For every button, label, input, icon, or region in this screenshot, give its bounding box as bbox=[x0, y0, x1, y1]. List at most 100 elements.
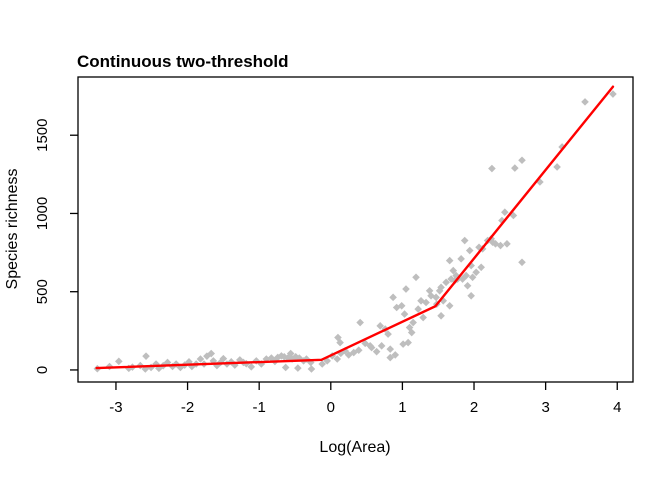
scatter-point bbox=[274, 353, 282, 362]
scatter-point bbox=[501, 208, 509, 217]
scatter-point bbox=[405, 323, 414, 332]
fit-line bbox=[95, 85, 615, 370]
scatter-point bbox=[399, 340, 407, 348]
scatter-point bbox=[391, 351, 400, 359]
scatter-point bbox=[460, 236, 469, 245]
scatter-point bbox=[412, 273, 420, 282]
scatter-point bbox=[354, 346, 363, 355]
scatter-point bbox=[452, 271, 460, 280]
scatter-point bbox=[437, 312, 445, 320]
scatter-point bbox=[457, 255, 465, 263]
scatter-point bbox=[407, 328, 416, 337]
scatter-point bbox=[188, 362, 196, 371]
scatter-point bbox=[286, 349, 295, 358]
scatter-point bbox=[447, 275, 455, 283]
scatter-point bbox=[267, 354, 276, 362]
scatter-point bbox=[400, 310, 409, 318]
scatter-point bbox=[445, 256, 454, 265]
scatter-point bbox=[336, 338, 344, 347]
scatter-point bbox=[196, 355, 205, 363]
scatter-point bbox=[477, 263, 485, 272]
scatter-point bbox=[344, 351, 353, 359]
scatter-point bbox=[503, 240, 511, 248]
scatter-point bbox=[337, 349, 345, 358]
scatter-point bbox=[376, 322, 385, 330]
y-tick-label: 1000 bbox=[34, 197, 51, 230]
y-tick-label: 1500 bbox=[34, 119, 51, 152]
scatter-point bbox=[341, 347, 349, 355]
x-tick-label: 4 bbox=[613, 399, 621, 416]
scatter-point bbox=[163, 358, 172, 367]
scatter-point bbox=[115, 357, 123, 366]
scatter-point bbox=[425, 286, 434, 295]
y-axis: 0 500 1000 1500 bbox=[34, 119, 78, 374]
scatter-point bbox=[318, 360, 326, 368]
scatter-point bbox=[445, 301, 454, 310]
x-tick-label: -1 bbox=[253, 399, 266, 416]
scatter-point bbox=[511, 164, 519, 172]
scatter-point bbox=[414, 305, 422, 313]
scatter-point bbox=[475, 243, 483, 252]
x-tick-label: 2 bbox=[470, 399, 478, 416]
x-axis: -3 -2 -1 0 1 2 3 4 bbox=[109, 382, 621, 416]
scatter-point bbox=[361, 339, 369, 348]
scatter-point bbox=[280, 353, 289, 361]
scatter-point bbox=[142, 352, 150, 360]
scatter-point bbox=[581, 98, 589, 106]
scatter-point bbox=[294, 364, 302, 372]
scatter-point bbox=[496, 241, 505, 250]
scatter-point bbox=[307, 365, 316, 373]
scatter-point bbox=[449, 266, 458, 275]
scatter-point bbox=[219, 354, 228, 363]
scatter-point bbox=[257, 360, 266, 368]
scatter-point bbox=[465, 246, 474, 255]
scatter-point bbox=[168, 362, 177, 371]
scatter-point bbox=[467, 261, 475, 270]
scatter-point bbox=[467, 291, 475, 300]
scatter-point bbox=[437, 283, 445, 292]
scatter-point bbox=[518, 156, 526, 165]
scatter-point bbox=[389, 293, 397, 302]
scatter-point bbox=[397, 301, 406, 310]
scatter-point bbox=[386, 353, 395, 362]
x-axis-label: Log(Area) bbox=[319, 439, 390, 456]
scatter-point bbox=[227, 358, 236, 366]
scatter-point bbox=[442, 278, 450, 287]
scatter-point bbox=[295, 354, 304, 362]
scatter-point bbox=[409, 318, 417, 327]
scatter-point bbox=[462, 271, 470, 280]
scatter-point bbox=[468, 273, 477, 282]
y-axis-label: Species richness bbox=[4, 169, 21, 290]
scatter-point bbox=[432, 293, 440, 302]
x-tick-label: -2 bbox=[181, 399, 194, 416]
scatter-point bbox=[472, 268, 480, 277]
scatter-point bbox=[609, 90, 617, 98]
scatter-point bbox=[231, 361, 239, 369]
scatter-point bbox=[203, 352, 211, 360]
plot-box bbox=[77, 76, 634, 383]
scatter-point bbox=[356, 318, 364, 327]
scatter-point bbox=[488, 238, 497, 247]
y-tick-label: 500 bbox=[34, 279, 51, 304]
scatter-point bbox=[422, 298, 430, 307]
scatter-point bbox=[384, 330, 392, 338]
x-tick-label: -3 bbox=[109, 399, 122, 416]
scatter-point bbox=[404, 338, 412, 347]
scatter-point bbox=[291, 353, 300, 361]
scatter-point bbox=[458, 275, 467, 283]
scatter-point bbox=[372, 347, 381, 356]
scatter-point bbox=[553, 163, 561, 171]
x-tick-label: 1 bbox=[398, 399, 406, 416]
x-tick-label: 0 bbox=[327, 399, 335, 416]
scatter-point bbox=[392, 303, 401, 312]
scatter-point bbox=[377, 342, 386, 350]
fit-line-path bbox=[95, 85, 615, 370]
scatter-point bbox=[207, 349, 215, 358]
scatter-point bbox=[333, 355, 342, 363]
scatter-point bbox=[281, 363, 290, 372]
scatter-point bbox=[386, 345, 395, 353]
scatter-point bbox=[427, 291, 435, 300]
scatter-points bbox=[93, 90, 617, 373]
